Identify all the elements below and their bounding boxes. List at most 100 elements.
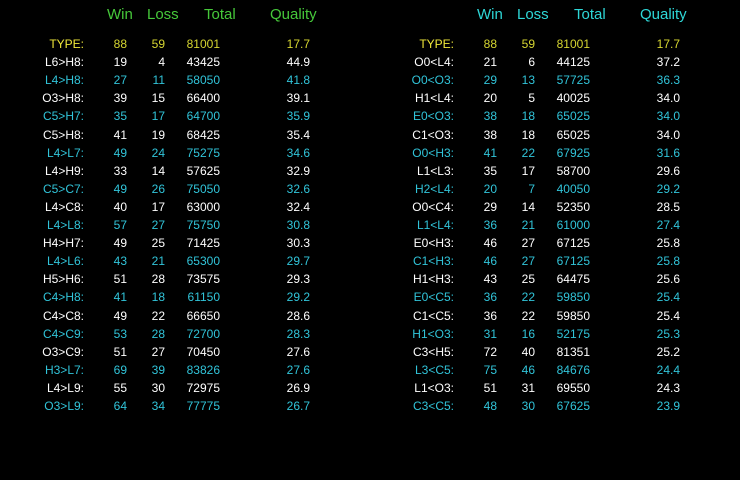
- loss-value: 14: [521, 199, 535, 214]
- win-value: 43: [483, 272, 497, 287]
- table-row: L4>L9: 55 30 72975 26.9: [0, 379, 370, 397]
- total-value: 44125: [556, 55, 590, 70]
- right-header-quality: Quality: [640, 6, 687, 23]
- win-value: 51: [113, 344, 127, 359]
- quality-value: 30.3: [286, 236, 310, 251]
- table-row: C5>H7: 35 17 64700 35.9: [0, 107, 370, 125]
- row-label: C4>C9:: [42, 326, 84, 341]
- win-value: 88: [113, 37, 127, 51]
- total-value: 66650: [186, 308, 220, 323]
- loss-value: 27: [151, 218, 165, 232]
- table-row: L4>H8: 27 11 58050 41.8: [0, 71, 370, 89]
- loss-value: 24: [151, 145, 165, 160]
- loss-value: 21: [151, 254, 165, 269]
- total-value: 52350: [556, 199, 590, 214]
- row-label: C5>H8:: [42, 127, 84, 142]
- table-row: O3>H8: 39 15 66400 39.1: [0, 89, 370, 107]
- quality-value: 32.6: [286, 181, 310, 196]
- quality-value: 28.5: [656, 199, 680, 214]
- table-row: H4>H7: 49 25 71425 30.3: [0, 234, 370, 252]
- table-row: L4>L6: 43 21 65300 29.7: [0, 252, 370, 270]
- win-value: 49: [113, 145, 127, 160]
- quality-value: 32.9: [286, 163, 310, 178]
- total-value: 63000: [186, 199, 220, 214]
- total-value: 71425: [186, 236, 220, 251]
- loss-value: 59: [521, 37, 535, 51]
- quality-value: 28.3: [286, 326, 310, 341]
- win-value: 49: [113, 236, 127, 251]
- quality-value: 24.4: [656, 362, 680, 377]
- table-row: O0<H3: 41 22 67925 31.6: [370, 144, 740, 162]
- quality-value: 25.4: [656, 308, 680, 323]
- loss-value: 7: [528, 181, 535, 196]
- row-label: C4>C8:: [42, 308, 84, 323]
- win-value: 36: [483, 308, 497, 323]
- win-value: 64: [113, 399, 127, 413]
- loss-value: 31: [521, 380, 535, 395]
- loss-value: 17: [151, 109, 165, 124]
- loss-value: 22: [521, 290, 535, 305]
- loss-value: 13: [521, 73, 535, 88]
- row-label: E0<O3:: [412, 109, 454, 124]
- win-value: 41: [113, 127, 127, 142]
- quality-value: 30.8: [286, 218, 310, 232]
- left-header-quality: Quality: [270, 6, 317, 23]
- table-row: O0<C4: 29 14 52350 28.5: [370, 198, 740, 216]
- total-value: 40025: [556, 91, 590, 106]
- loss-value: 14: [151, 163, 165, 178]
- loss-value: 39: [151, 362, 165, 377]
- total-value: 61000: [556, 218, 590, 232]
- loss-value: 27: [151, 344, 165, 359]
- win-value: 20: [483, 181, 497, 196]
- table-row: E0<H3: 46 27 67125 25.8: [370, 234, 740, 252]
- total-value: 67925: [556, 145, 590, 160]
- win-value: 75: [483, 362, 497, 377]
- quality-value: 17.7: [656, 37, 680, 51]
- left-header-row: Win Loss Total Quality: [0, 5, 370, 25]
- table-row: H1<O3: 31 16 52175 25.3: [370, 325, 740, 343]
- quality-value: 26.9: [286, 380, 310, 395]
- row-label: O0<H3:: [412, 145, 454, 160]
- loss-value: 17: [151, 199, 165, 214]
- row-label: L4>L9:: [46, 380, 84, 395]
- row-label: L4>L8:: [46, 218, 84, 232]
- total-value: 83826: [186, 362, 220, 377]
- loss-value: 40: [521, 344, 535, 359]
- loss-value: 28: [151, 272, 165, 287]
- total-value: 65300: [186, 254, 220, 269]
- quality-value: 25.8: [656, 254, 680, 269]
- table-row: H1<H3: 43 25 64475 25.6: [370, 270, 740, 288]
- row-label: O3>H8:: [42, 91, 84, 106]
- left-stats-panel: Win Loss Total Quality TYPE: 88 59 81001 17.…: [0, 5, 370, 415]
- quality-value: 25.6: [656, 272, 680, 287]
- table-row: C5>H8: 41 19 68425 35.4: [0, 126, 370, 144]
- loss-value: 30: [521, 399, 535, 413]
- total-value: 69550: [556, 380, 590, 395]
- table-row: C1<O3: 38 18 65025 34.0: [370, 126, 740, 144]
- total-value: 59850: [556, 290, 590, 305]
- quality-value: 37.2: [656, 55, 680, 70]
- quality-value: 34.0: [656, 91, 680, 106]
- quality-value: 32.4: [286, 199, 310, 214]
- row-label: L4>C8:: [44, 199, 84, 214]
- table-row: H3>L7: 69 39 83826 27.6: [0, 361, 370, 379]
- loss-value: 27: [521, 236, 535, 251]
- quality-value: 41.8: [286, 73, 310, 88]
- left-header-loss: Loss: [147, 6, 179, 23]
- quality-value: 25.2: [656, 344, 680, 359]
- row-label: O3>C9:: [42, 344, 84, 359]
- loss-value: 19: [151, 127, 165, 142]
- table-row: O3>L9: 64 34 77775 26.7: [0, 397, 370, 415]
- win-value: 35: [483, 163, 497, 178]
- right-stats-panel: Win Loss Total Quality TYPE: 88 59 81001 17.…: [370, 0, 740, 480]
- quality-value: 35.4: [286, 127, 310, 142]
- row-label: L1<O3:: [414, 380, 454, 395]
- table-row: C3<C5: 48 30 67625 23.9: [370, 397, 740, 415]
- win-value: 36: [483, 290, 497, 305]
- table-row: L1<L3: 35 17 58700 29.6: [370, 162, 740, 180]
- win-value: 29: [483, 73, 497, 88]
- total-value: 81351: [556, 344, 590, 359]
- win-value: 46: [483, 254, 497, 269]
- win-value: 49: [113, 181, 127, 196]
- row-label: O0<L4:: [414, 55, 454, 70]
